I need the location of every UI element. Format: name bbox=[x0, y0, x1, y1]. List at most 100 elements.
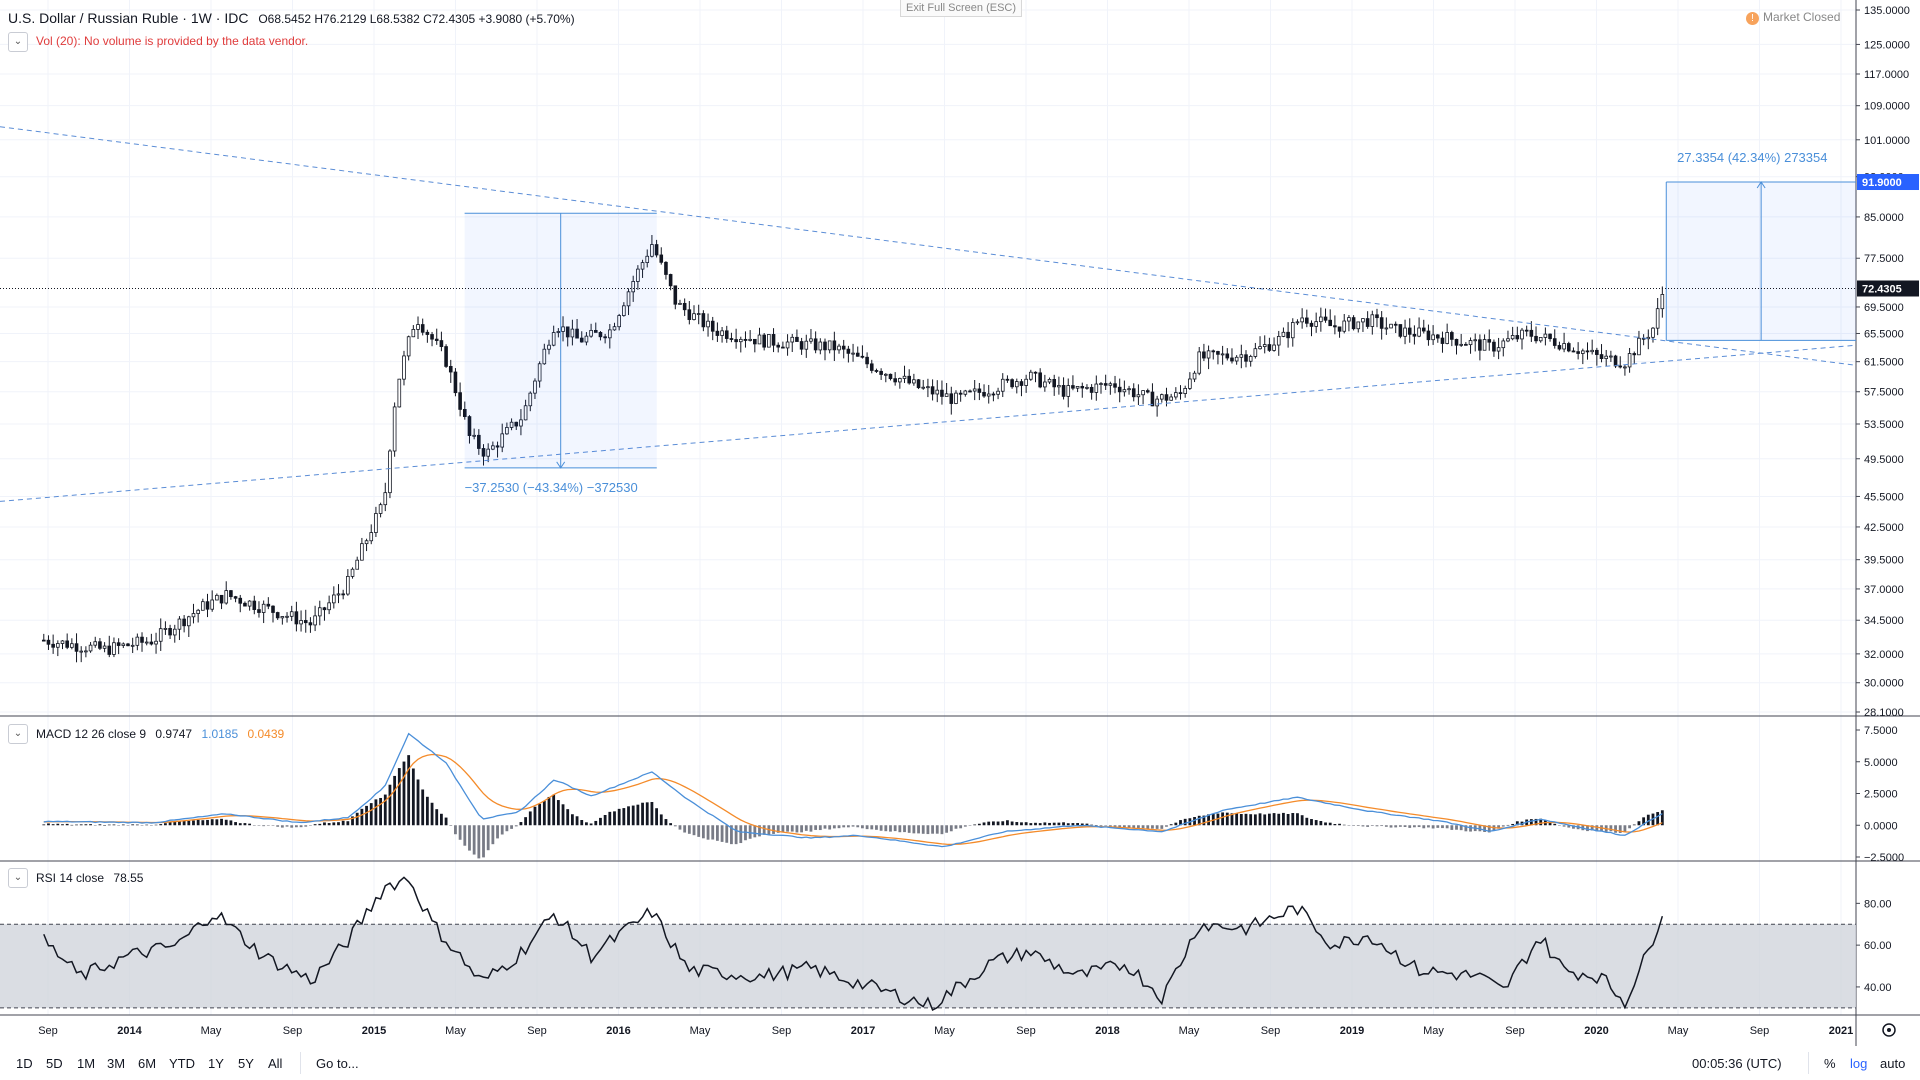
timeframe-6m[interactable]: 6M bbox=[138, 1056, 157, 1071]
macd-histogram-bar bbox=[931, 825, 934, 834]
candle-body bbox=[102, 645, 107, 649]
candle bbox=[1613, 354, 1618, 369]
trendline-upper[interactable] bbox=[0, 126, 1857, 366]
timeframe-ytd[interactable]: YTD bbox=[169, 1056, 195, 1071]
candle bbox=[1450, 330, 1454, 347]
macd-histogram-bar bbox=[1141, 825, 1145, 829]
macd-histogram-bar bbox=[1052, 822, 1056, 826]
candle bbox=[818, 338, 823, 355]
candle bbox=[1351, 315, 1356, 331]
candle bbox=[46, 635, 51, 650]
candle-body bbox=[533, 380, 537, 394]
candle-body bbox=[1043, 381, 1047, 388]
trendlines bbox=[0, 126, 1857, 502]
timeframe-5y[interactable]: 5Y bbox=[238, 1056, 254, 1071]
macd-histogram-bar bbox=[425, 796, 429, 826]
candle bbox=[229, 590, 233, 600]
log-toggle[interactable]: log bbox=[1850, 1056, 1868, 1071]
auto-toggle[interactable]: auto bbox=[1880, 1056, 1906, 1071]
candle-body bbox=[1435, 334, 1440, 339]
macd-chevron-icon[interactable]: ⌄ bbox=[8, 724, 28, 744]
macd-histogram-bar bbox=[837, 825, 841, 829]
macd-histogram-bar bbox=[968, 825, 972, 826]
candle bbox=[1131, 383, 1136, 402]
candle-body bbox=[191, 613, 196, 618]
candle bbox=[832, 331, 837, 361]
macd-histogram-bar bbox=[1151, 825, 1154, 829]
candle bbox=[1216, 350, 1220, 365]
macd-histogram-bar bbox=[1099, 825, 1103, 827]
macd-histogram-bar bbox=[1132, 825, 1136, 829]
candle bbox=[126, 642, 130, 647]
macd-histogram-bar bbox=[603, 814, 607, 826]
candle-body bbox=[1234, 356, 1239, 362]
candle bbox=[196, 608, 200, 623]
trendline-lower[interactable] bbox=[0, 344, 1857, 502]
toolbar-divider bbox=[300, 1052, 301, 1074]
timeframe-5d[interactable]: 5D bbox=[46, 1056, 63, 1071]
candle bbox=[289, 605, 294, 622]
candle-body bbox=[481, 448, 486, 457]
candle bbox=[640, 259, 645, 278]
goto-button[interactable]: Go to... bbox=[316, 1056, 359, 1071]
macd-histogram-bar bbox=[1427, 825, 1430, 828]
macd-histogram-bar bbox=[1623, 825, 1627, 833]
candle-body bbox=[767, 334, 771, 348]
macd-histogram-bar bbox=[51, 824, 55, 826]
candle-body bbox=[1150, 391, 1155, 407]
macd-histogram-bar bbox=[1094, 825, 1098, 826]
candle-body bbox=[1057, 385, 1061, 388]
candle-body bbox=[659, 254, 664, 263]
volume-note: Vol (20): No volume is provided by the d… bbox=[36, 34, 309, 48]
macd-histogram-bar bbox=[1230, 813, 1234, 826]
timeframe-all[interactable]: All bbox=[268, 1056, 283, 1071]
candle bbox=[1225, 348, 1230, 361]
timeframe-1m[interactable]: 1M bbox=[77, 1056, 96, 1071]
rsi-chevron-icon[interactable]: ⌄ bbox=[8, 868, 28, 888]
candle-body bbox=[855, 352, 860, 357]
symbol-legend[interactable]: U.S. Dollar / Russian Ruble · 1W · IDC O… bbox=[8, 10, 575, 26]
candle bbox=[650, 234, 654, 258]
macd-histogram-bar bbox=[1342, 824, 1346, 826]
macd-histogram-bar bbox=[1539, 818, 1543, 826]
gear-icon[interactable] bbox=[1882, 1023, 1896, 1037]
macd-histogram-bar bbox=[463, 825, 467, 846]
macd-histogram-bar bbox=[61, 824, 64, 826]
macd-histogram-bar bbox=[154, 824, 158, 826]
macd-histogram-bar bbox=[1286, 813, 1290, 826]
candle-body bbox=[1496, 347, 1501, 352]
timeframe-1d[interactable]: 1D bbox=[16, 1056, 33, 1071]
candle-body bbox=[1220, 353, 1225, 356]
candle-body bbox=[299, 620, 303, 625]
candle-body bbox=[687, 309, 692, 320]
time-axis-label: 2019 bbox=[1340, 1025, 1364, 1037]
candle bbox=[252, 595, 257, 615]
macd-histogram-bar bbox=[884, 825, 888, 832]
macd-histogram-bar bbox=[566, 809, 570, 826]
timeframe-3m[interactable]: 3M bbox=[107, 1056, 126, 1071]
candle-body bbox=[1122, 389, 1127, 393]
time-axis-label: Sep bbox=[1016, 1025, 1036, 1037]
candle-body bbox=[210, 599, 214, 610]
candle bbox=[1150, 383, 1155, 407]
macd-histogram-bar bbox=[987, 821, 991, 826]
macd-histogram-bar bbox=[631, 805, 635, 826]
candle-body bbox=[505, 427, 509, 435]
candle-body bbox=[112, 642, 116, 655]
candle-body bbox=[402, 355, 406, 380]
candle-body bbox=[453, 371, 458, 394]
chevron-down-icon[interactable]: ⌄ bbox=[8, 32, 28, 52]
candle-body bbox=[229, 590, 233, 598]
candles-group bbox=[41, 234, 1665, 663]
candle-body bbox=[84, 650, 88, 653]
candle-body bbox=[275, 612, 280, 619]
exit-fullscreen-button[interactable]: Exit Full Screen (ESC) bbox=[900, 0, 1022, 17]
macd-histogram-bar bbox=[1296, 813, 1299, 826]
macd-histogram-bar bbox=[351, 816, 354, 826]
candle-body bbox=[1445, 332, 1449, 344]
candle-body bbox=[1178, 392, 1183, 395]
timeframe-1y[interactable]: 1Y bbox=[208, 1056, 224, 1071]
candle bbox=[912, 373, 916, 386]
percent-toggle[interactable]: % bbox=[1824, 1056, 1836, 1071]
